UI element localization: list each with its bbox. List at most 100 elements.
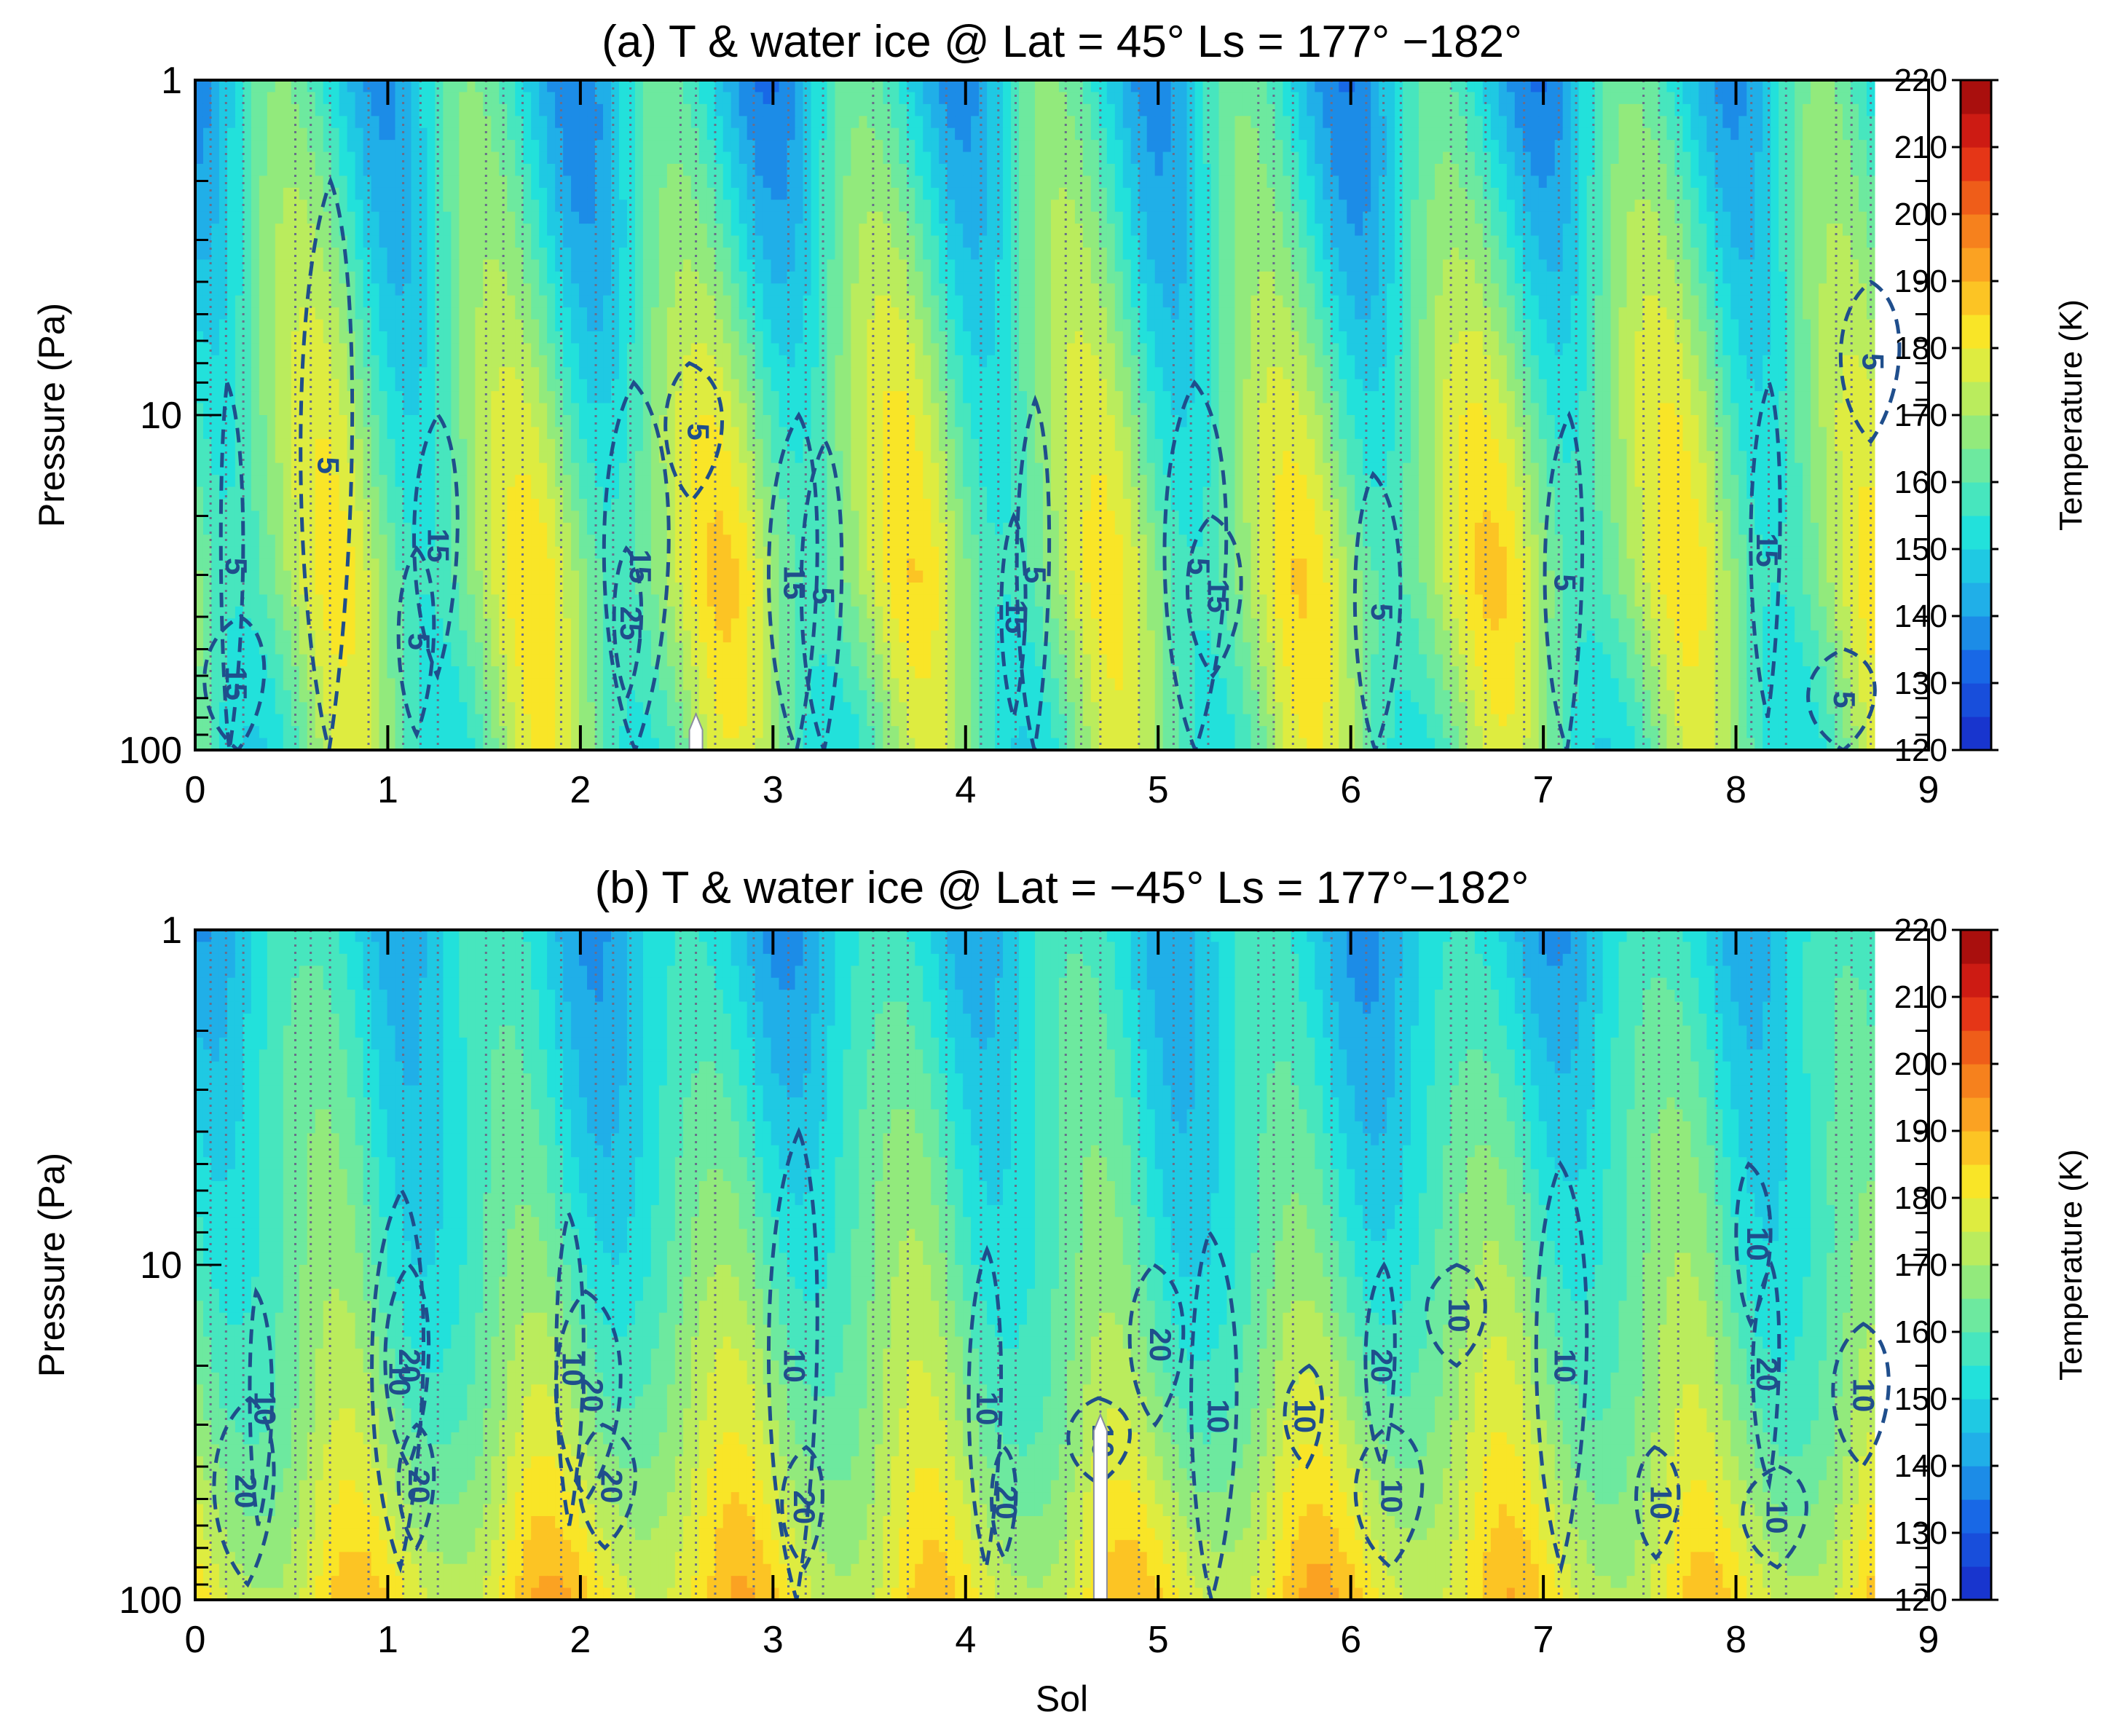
- temperature-cell: [739, 259, 748, 272]
- temperature-cell: [650, 80, 660, 93]
- temperature-cell: [690, 211, 700, 224]
- temperature-cell: [395, 80, 404, 93]
- temperature-cell: [739, 235, 748, 248]
- temperature-cell: [563, 355, 572, 368]
- temperature-cell: [1754, 187, 1763, 200]
- temperature-cell: [1259, 92, 1268, 105]
- temperature-cell: [642, 271, 652, 284]
- temperature-cell: [811, 259, 820, 272]
- temperature-cell: [1714, 127, 1723, 141]
- temperature-cell: [1506, 92, 1516, 105]
- temperature-cell: [1843, 248, 1851, 261]
- temperature-cell: [1482, 187, 1492, 200]
- temperature-cell: [1642, 80, 1652, 93]
- temperature-cell: [618, 259, 628, 272]
- temperature-cell: [379, 235, 388, 248]
- temperature-cell: [1066, 235, 1076, 248]
- temperature-cell: [539, 80, 548, 93]
- temperature-cell: [1594, 283, 1604, 296]
- temperature-cell: [763, 187, 772, 200]
- temperature-cell: [210, 211, 220, 224]
- temperature-cell: [1690, 92, 1699, 105]
- temperature-cell: [1315, 92, 1323, 105]
- temperature-cell: [803, 92, 812, 105]
- temperature-cell: [1210, 271, 1220, 284]
- temperature-cell: [1626, 343, 1636, 356]
- temperature-cell: [443, 151, 452, 165]
- temperature-cell: [1387, 200, 1395, 213]
- temperature-cell: [1795, 271, 1803, 284]
- temperature-cell: [1443, 355, 1452, 368]
- temperature-cell: [1570, 283, 1580, 296]
- temperature-cell: [1050, 164, 1060, 177]
- temperature-cell: [210, 175, 220, 189]
- temperature-cell: [1754, 116, 1763, 129]
- temperature-cell: [1779, 116, 1787, 129]
- temperature-cell: [963, 116, 972, 129]
- temperature-cell: [475, 164, 484, 177]
- temperature-cell: [955, 295, 964, 308]
- temperature-cell: [931, 187, 940, 200]
- temperature-cell: [899, 116, 907, 129]
- temperature-cell: [1602, 248, 1612, 261]
- temperature-cell: [1178, 127, 1188, 141]
- temperature-cell: [243, 331, 252, 344]
- temperature-cell: [891, 259, 899, 272]
- temperature-cell: [1154, 355, 1164, 368]
- temperature-cell: [1234, 175, 1244, 189]
- temperature-cell: [835, 235, 844, 248]
- temperature-cell: [403, 80, 412, 93]
- temperature-cell: [411, 200, 420, 213]
- temperature-cell: [291, 319, 300, 332]
- temperature-cell: [1226, 355, 1236, 368]
- temperature-cell: [626, 355, 636, 368]
- temperature-cell: [763, 211, 772, 224]
- temperature-cell: [571, 200, 580, 213]
- temperature-cell: [779, 175, 788, 189]
- temperature-cell: [210, 259, 220, 272]
- temperature-cell: [1490, 140, 1500, 153]
- temperature-cell: [451, 331, 460, 344]
- temperature-cell: [1090, 235, 1100, 248]
- temperature-cell: [1722, 151, 1731, 165]
- temperature-cell: [1738, 319, 1747, 332]
- temperature-cell: [787, 259, 796, 272]
- temperature-cell: [1427, 187, 1435, 200]
- temperature-cell: [347, 307, 356, 320]
- temperature-cell: [875, 127, 883, 141]
- temperature-cell: [210, 248, 220, 261]
- temperature-cell: [1522, 259, 1532, 272]
- temperature-cell: [1666, 331, 1676, 344]
- temperature-cell: [690, 127, 700, 141]
- temperature-cell: [579, 343, 588, 356]
- temperature-cell: [963, 343, 972, 356]
- temperature-cell: [595, 224, 604, 237]
- temperature-cell: [971, 355, 980, 368]
- temperature-cell: [355, 343, 364, 356]
- temperature-cell: [1762, 175, 1771, 189]
- temperature-cell: [730, 271, 740, 284]
- temperature-cell: [947, 224, 956, 237]
- temperature-cell: [387, 80, 396, 93]
- temperature-cell: [235, 355, 244, 368]
- temperature-cell: [1634, 271, 1644, 284]
- temperature-cell: [267, 319, 276, 332]
- temperature-cell: [403, 103, 412, 117]
- temperature-cell: [1299, 211, 1307, 224]
- temperature-cell: [1658, 331, 1668, 344]
- temperature-cell: [1474, 271, 1484, 284]
- temperature-cell: [1202, 271, 1212, 284]
- temperature-cell: [1827, 175, 1835, 189]
- temperature-cell: [259, 307, 268, 320]
- temperature-cell: [1058, 151, 1068, 165]
- temperature-cell: [1371, 187, 1379, 200]
- temperature-cell: [819, 116, 828, 129]
- temperature-cell: [1458, 248, 1468, 261]
- temperature-cell: [1546, 80, 1556, 93]
- temperature-cell: [674, 140, 684, 153]
- temperature-cell: [1554, 175, 1564, 189]
- temperature-cell: [1554, 127, 1564, 141]
- temperature-cell: [507, 80, 516, 93]
- temperature-cell: [1027, 235, 1036, 248]
- temperature-cell: [1514, 295, 1524, 308]
